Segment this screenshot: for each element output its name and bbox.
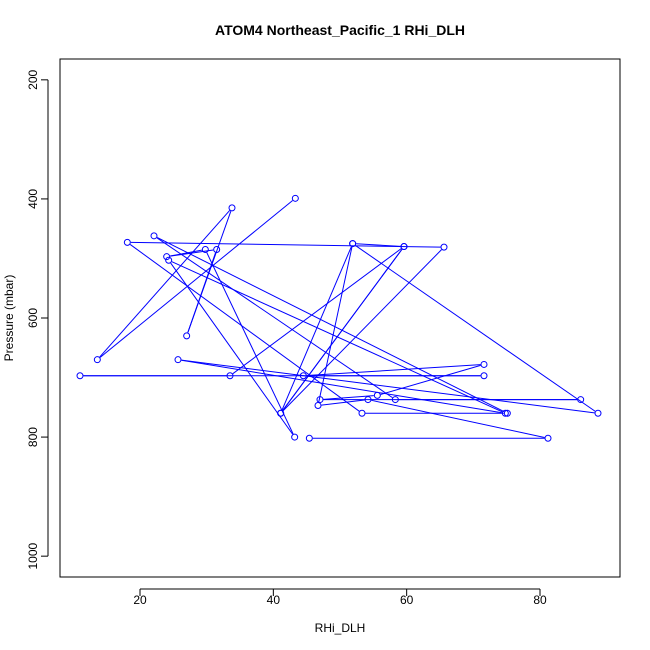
y-tick-label: 800 [26,427,40,447]
data-point [93,356,101,364]
series-line-segment [321,399,365,406]
series-line-segment [380,364,481,395]
data-point [213,246,221,254]
series-line-segment [99,200,293,358]
y-tick-label: 600 [26,308,40,328]
y-tick-label: 400 [26,189,40,209]
data-point [314,402,322,410]
y-tick-label: 1000 [26,542,40,569]
data-point [201,246,209,254]
data-point [400,243,408,251]
series-line-segment [156,236,505,413]
series-line-segment [129,244,360,412]
data-point [228,204,236,212]
data-point [150,232,158,240]
data-point [480,360,488,368]
series-line-segment [130,241,441,248]
series-line-segment [156,237,393,399]
data-point [364,396,372,404]
data-point [440,243,448,251]
data-point [165,256,173,264]
data-point [291,433,299,441]
data-point [391,396,399,404]
data-point [358,409,366,417]
series-line-segment [306,364,481,377]
y-axis: 200 400 600 800 1000 [26,70,49,570]
series-line-segment [371,399,545,439]
data-point [123,238,131,246]
y-tick-label: 200 [26,70,40,90]
y-axis-label: Pressure (mbar) [2,275,16,362]
series-line-segment [323,395,374,400]
data-point [480,372,488,380]
series-line-segment [181,359,595,414]
data-point [501,409,509,417]
x-tick-label: 20 [133,593,147,607]
data-point [544,434,552,442]
series-line-segment [282,249,442,412]
series-line-segment [232,248,402,375]
x-tick-label: 60 [400,593,414,607]
chart-title: ATOM4 Northeast_Pacific_1 RHi_DLH [215,22,465,38]
series-line-segment [187,252,216,333]
x-tick-label: 80 [533,593,547,607]
data-point [594,409,602,417]
series-line-segment [181,359,502,414]
data-point [373,391,381,399]
series-line-segment [355,245,596,412]
series-layer [76,194,602,442]
series-line-segment [318,246,353,403]
data-point [291,194,299,202]
series-line-segment [206,252,294,435]
data-point [183,332,191,340]
x-tick-label: 40 [267,593,281,607]
data-point [305,434,313,442]
series-line-segment [99,210,231,358]
data-point [577,396,585,404]
data-point [163,253,171,261]
data-point [226,372,234,380]
data-point [503,409,511,417]
data-point [277,409,285,417]
data-point [349,240,357,248]
series-line-segment [170,249,202,257]
data-point [316,396,324,404]
series-line-segment [170,262,294,435]
series-line-segment [281,246,352,411]
data-point [174,356,182,364]
x-axis: 20 40 60 80 [133,588,547,607]
series-line-segment [282,249,403,411]
data-point [76,372,84,380]
x-axis-label: RHi_DLH [315,621,366,635]
plot-frame [59,58,621,578]
data-point [299,372,307,380]
